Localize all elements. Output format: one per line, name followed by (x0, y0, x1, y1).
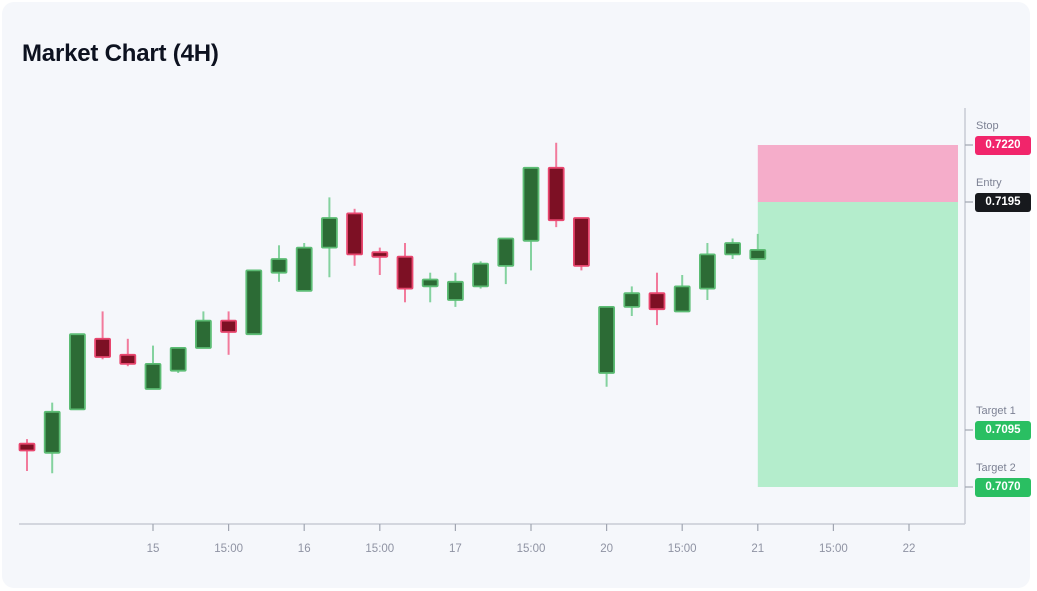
x-tick-label: 15:00 (668, 543, 697, 555)
candle-body (446, 280, 464, 301)
candle-body (220, 319, 238, 333)
stop-zone (757, 145, 958, 202)
stop-label: Stop (976, 119, 999, 132)
candle-body (673, 285, 691, 313)
x-tick-label: 15:00 (214, 543, 243, 555)
candle-body (119, 353, 137, 365)
candle-body (69, 333, 86, 411)
candle-body (724, 242, 741, 256)
entry-level-row: Entry 0.7195 (975, 176, 1031, 212)
target2-label: Target 2 (976, 461, 1016, 474)
candle-body (270, 258, 288, 274)
candle-body (522, 166, 540, 242)
candle-body (396, 255, 414, 290)
candle-body (144, 362, 162, 390)
candle-body (295, 246, 313, 292)
candle-body (623, 292, 641, 308)
x-tick-label: 20 (600, 543, 613, 555)
candle-body (169, 346, 187, 372)
stop-price-badge: 0.7220 (975, 135, 1031, 155)
x-tick-label: 16 (298, 543, 311, 555)
x-tick-label: 15:00 (517, 543, 546, 555)
x-tick-label: 21 (751, 543, 764, 555)
candle-body (245, 269, 263, 336)
target2-level-row: Target 2 0.7070 (975, 461, 1031, 497)
candle-body (320, 217, 338, 249)
page-title: Market Chart (4H) (22, 40, 219, 68)
candle-body (472, 262, 490, 288)
candle-body (648, 292, 666, 311)
candle-body (194, 319, 212, 349)
entry-label: Entry (976, 176, 1002, 189)
candle-body (547, 166, 565, 222)
x-tick-label: 17 (449, 543, 462, 555)
candle-body (371, 251, 389, 258)
candle-body (18, 442, 36, 452)
entry-price-badge: 0.7195 (975, 192, 1031, 212)
x-tick-label: 22 (903, 543, 916, 555)
candle-body (421, 278, 439, 288)
candle-body (94, 337, 111, 358)
target1-price-badge: 0.7095 (975, 420, 1031, 440)
profit-zone (757, 202, 958, 487)
candle-body (346, 212, 364, 256)
x-tick-label: 15 (147, 543, 160, 555)
candle-body (43, 410, 61, 454)
candle-body (699, 253, 716, 290)
stop-level-row: Stop 0.7220 (975, 119, 1031, 155)
candle-body (749, 248, 767, 260)
candle-body (598, 305, 615, 374)
x-tick-label: 15:00 (819, 543, 848, 555)
candle-body (573, 217, 590, 267)
candle-body (497, 237, 515, 267)
target1-level-row: Target 1 0.7095 (975, 404, 1031, 440)
target2-price-badge: 0.7070 (975, 477, 1031, 497)
x-tick-label: 15:00 (365, 543, 394, 555)
target1-label: Target 1 (976, 404, 1016, 417)
